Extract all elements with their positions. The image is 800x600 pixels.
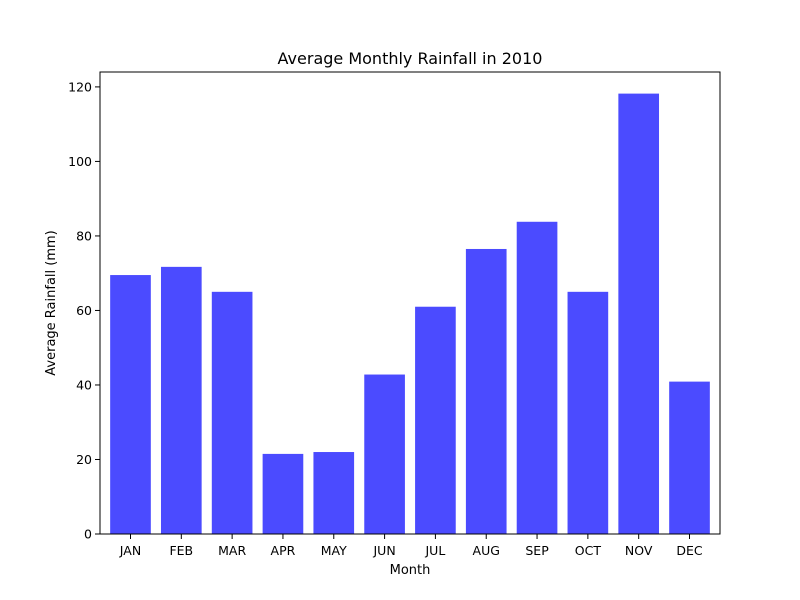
chart-title: Average Monthly Rainfall in 2010	[278, 49, 543, 68]
x-tick-label-jan: JAN	[119, 543, 141, 558]
bar-oct	[567, 291, 609, 534]
bars-group	[110, 93, 710, 535]
bar-jan	[110, 275, 151, 534]
bar-may	[313, 452, 355, 534]
x-tick-label-sep: SEP	[525, 543, 549, 558]
y-tick-label-80: 80	[76, 228, 92, 243]
bar-sep	[516, 221, 558, 535]
y-tick-label-60: 60	[76, 303, 92, 318]
y-tick-label-120: 120	[68, 79, 92, 94]
bar-mar	[211, 291, 253, 534]
x-tick-label-oct: OCT	[575, 543, 602, 558]
x-tick-label-aug: AUG	[473, 543, 500, 558]
x-tick-label-jun: JUN	[372, 543, 395, 558]
bar-jul	[415, 306, 456, 534]
bar-nov	[618, 93, 660, 534]
x-tick-label-dec: DEC	[676, 543, 703, 558]
x-tick-label-apr: APR	[271, 543, 296, 558]
x-tick-label-mar: MAR	[218, 543, 246, 558]
x-axis: JAN FEB MAR APR MAY JUN JUL AUG SEP OCT NOV DEC	[119, 534, 703, 558]
y-axis: 0 20 40 60 80 100 120	[68, 79, 100, 542]
y-tick-label-100: 100	[68, 154, 92, 169]
x-tick-label-jul: JUL	[425, 543, 446, 558]
x-tick-label-nov: NOV	[625, 543, 653, 558]
bar-apr	[262, 453, 304, 534]
x-tick-label-may: MAY	[321, 543, 347, 558]
x-axis-label: Month	[390, 563, 431, 578]
bar-feb	[160, 266, 202, 534]
plot-frame	[99, 71, 721, 535]
bar-jun	[364, 374, 405, 534]
bar-dec	[669, 381, 710, 534]
y-tick-label-0: 0	[84, 527, 92, 542]
x-tick-label-feb: FEB	[169, 543, 193, 558]
bar-aug	[465, 248, 507, 534]
y-tick-label-20: 20	[76, 452, 92, 467]
y-tick-label-40: 40	[76, 377, 92, 392]
y-axis-label: Average Rainfall (mm)	[44, 230, 59, 375]
